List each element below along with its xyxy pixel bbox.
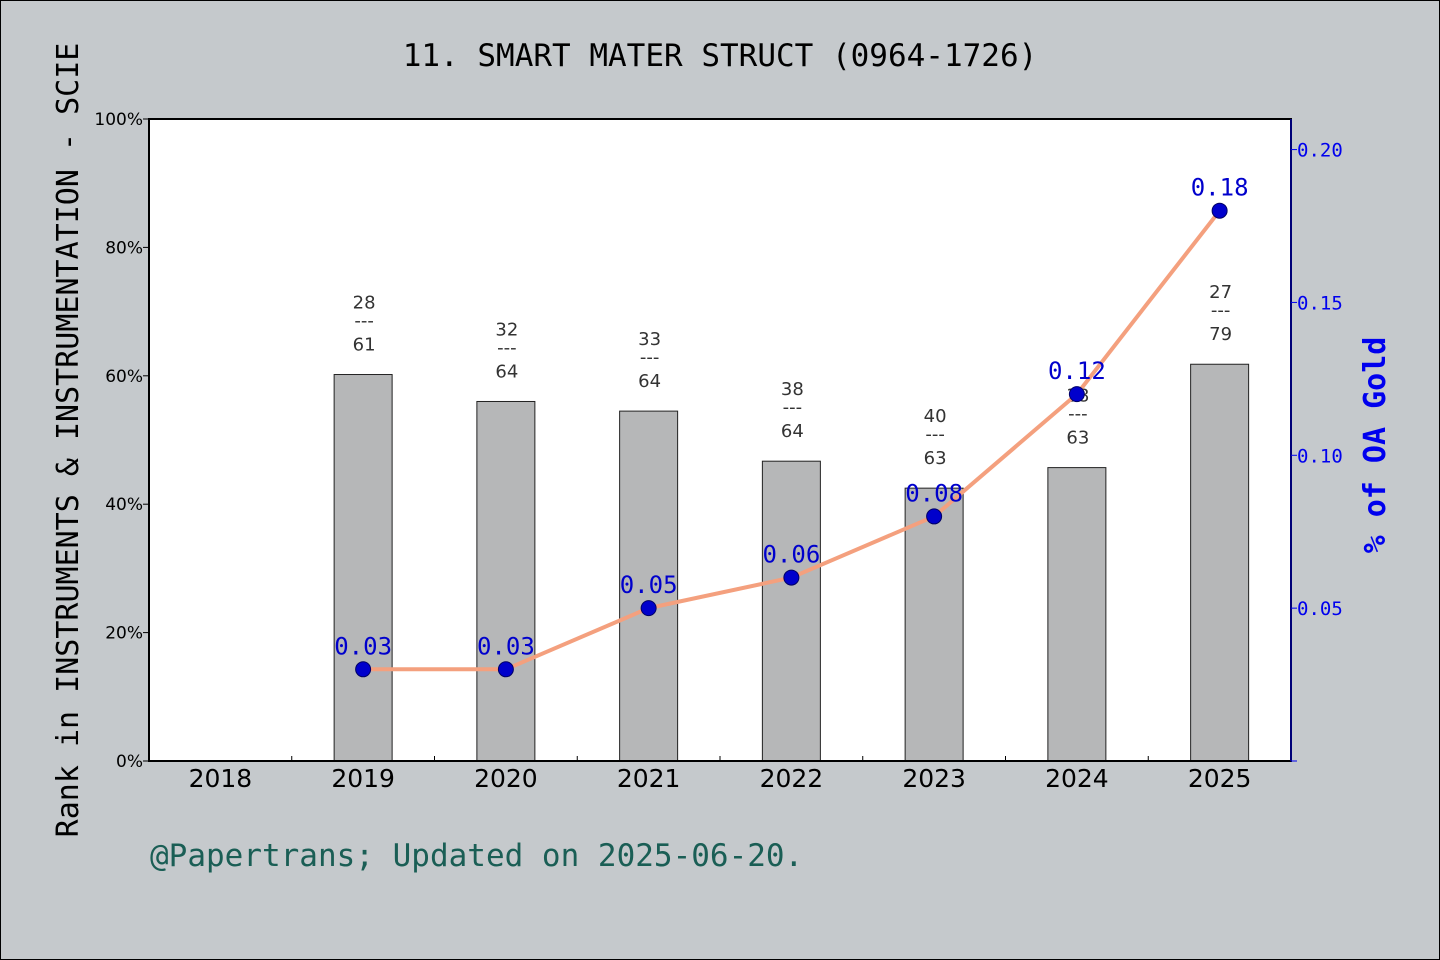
line-layer: 0.03 0.03 0.05 0.06 0.08 0.12 0.18 [334,174,1249,678]
y-tick-label: 60% [105,367,143,387]
bar-label-total-2021: 64 [638,371,661,392]
bar-label-sep-2025: --- [1211,300,1231,321]
bar-label-total-2022: 64 [781,421,804,442]
bar-label-rank-2020: 32 [495,319,518,340]
y-tick-label: 0% [116,752,143,772]
point-label-2024: 0.12 [1048,357,1106,385]
point-marker-2023 [926,508,943,525]
bar-label-rank-2021: 33 [638,329,661,350]
bar-label-sep-2021: --- [640,347,660,368]
y-tick-label: 100% [94,110,143,130]
point-label-2022: 0.06 [762,541,820,569]
point-marker-2025 [1211,202,1228,219]
bar-label-total-2025: 79 [1209,324,1232,345]
bar-label-sep-2020: --- [497,337,517,358]
y2-tick-label: 0.20 [1297,140,1343,162]
left-axis-label: Rank in INSTRUMENTS & INSTRUMENTATION - … [51,43,86,838]
right-axis-ticks: 0.05 0.10 0.15 0.20 [1291,140,1343,762]
bar-2020 [476,400,536,762]
chart-title: 11. SMART MATER STRUCT (0964-1726) [403,38,1038,74]
y2-tick-label: 0.05 [1297,598,1343,620]
footer-note: @Papertrans; Updated on 2025-06-20. [150,838,803,874]
bar-label-sep-2022: --- [783,397,803,418]
point-label-2023: 0.08 [905,479,963,507]
point-label-2025: 0.18 [1191,174,1249,202]
point-label-2021: 0.05 [620,571,678,599]
x-tick-label-2025: 2025 [1188,764,1252,793]
y-tick-label: 20% [105,624,143,644]
bar-2021 [619,410,679,762]
point-marker-2022 [783,569,800,586]
bar-label-total-2019: 61 [353,335,376,356]
x-tick-label-2020: 2020 [474,764,538,793]
left-axis-ticks: 0% 20% 40% 60% 80% 100% [94,110,149,772]
x-tick-label-2018: 2018 [189,764,253,793]
bar-label-total-2020: 64 [495,361,518,382]
bar-2024 [1047,467,1107,762]
bar-2025 [1190,363,1250,762]
bar-label-total-2024: 63 [1066,428,1089,449]
x-tick-label-2021: 2021 [617,764,681,793]
y2-tick-label: 0.10 [1297,445,1343,467]
x-tick-label-2024: 2024 [1045,764,1109,793]
x-tick-label-2022: 2022 [760,764,824,793]
x-tick-label-2023: 2023 [902,764,966,793]
point-marker-2021 [640,600,657,617]
right-axis-label: % of OA Gold [1358,337,1393,554]
point-marker-2020 [497,661,514,678]
point-label-2019: 0.03 [334,632,392,660]
bar-label-sep-2019: --- [354,311,374,332]
bar-label-total-2023: 63 [924,448,947,469]
point-label-2020: 0.03 [477,632,535,660]
bar-labels-layer: 28---6132---6433---6438---6440---6338---… [353,282,1232,469]
bar-2022 [761,460,821,762]
point-marker-2019 [355,661,372,678]
bar-label-rank-2025: 27 [1209,282,1232,303]
bar-label-rank-2022: 38 [781,379,804,400]
y2-tick-label: 0.15 [1297,292,1343,314]
bar-label-sep-2024: --- [1068,404,1088,425]
bar-label-sep-2023: --- [925,424,945,445]
point-marker-2024 [1068,386,1085,403]
x-tick-label-2019: 2019 [331,764,395,793]
bar-label-rank-2019: 28 [353,293,376,314]
bar-2023 [904,487,964,762]
bar-2019 [333,374,393,762]
plot-area [149,119,1291,761]
bar-label-rank-2023: 40 [924,406,947,427]
x-axis-ticks: 2018 2019 2020 2021 2022 2023 2024 2025 [189,756,1252,793]
y-tick-label: 40% [105,495,143,515]
y-tick-label: 80% [105,238,143,258]
